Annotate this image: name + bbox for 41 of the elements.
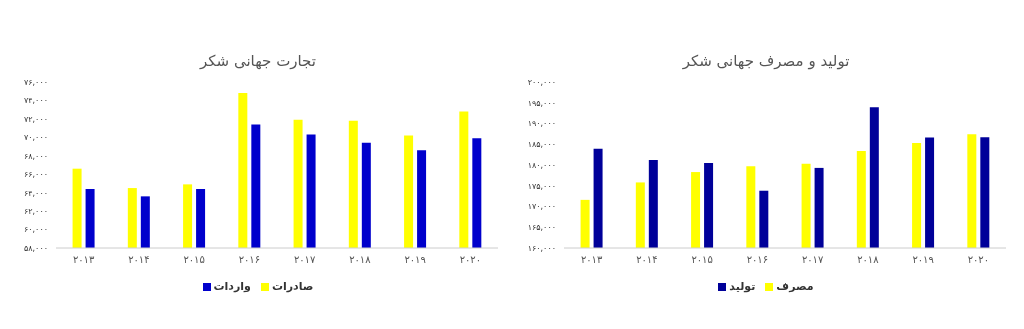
y-tick-label: ۱۷۰,۰۰۰ bbox=[527, 202, 556, 212]
y-tick-label: ۱۶۰,۰۰۰ bbox=[527, 243, 556, 253]
chart-title: تجارت جهانی شکر bbox=[198, 52, 317, 70]
x-tick-label: ۲۰۲۰ bbox=[967, 254, 990, 266]
y-tick-label: ۶۴,۰۰۰ bbox=[23, 188, 48, 198]
x-tick-label: ۲۰۱۵ bbox=[691, 254, 713, 266]
legend-label: واردات bbox=[213, 280, 251, 293]
x-tick-label: ۲۰۱۹ bbox=[404, 254, 426, 266]
y-tick-label: ۱۷۵,۰۰۰ bbox=[527, 181, 556, 191]
y-tick-label: ۶۰,۰۰۰ bbox=[23, 225, 48, 235]
y-tick-label: ۱۹۰,۰۰۰ bbox=[527, 119, 556, 129]
y-tick-label: ۱۸۵,۰۰۰ bbox=[527, 140, 556, 150]
legend-label: مصرف bbox=[776, 280, 814, 293]
x-tick-label: ۲۰۱۹ bbox=[912, 254, 934, 266]
x-tick-label: ۲۰۱۳ bbox=[72, 254, 95, 266]
chart-title: تولید و مصرف جهانی شکر bbox=[681, 52, 851, 70]
x-tick-label: ۲۰۱۸ bbox=[349, 254, 372, 266]
y-tick-label: ۶۶,۰۰۰ bbox=[23, 170, 48, 180]
y-tick-label: ۱۸۰,۰۰۰ bbox=[527, 160, 556, 170]
x-tick-label: ۲۰۱۵ bbox=[183, 254, 205, 266]
x-tick-label: ۲۰۱۷ bbox=[801, 254, 824, 266]
x-tick-label: ۲۰۱۴ bbox=[636, 254, 658, 266]
y-tick-label: ۱۶۵,۰۰۰ bbox=[527, 223, 556, 233]
y-tick-label: ۷۶,۰۰۰ bbox=[23, 77, 48, 87]
x-tick-label: ۲۰۱۴ bbox=[128, 254, 150, 266]
x-tick-label: ۲۰۱۶ bbox=[238, 254, 261, 266]
x-tick-label: ۲۰۱۳ bbox=[580, 254, 603, 266]
legend-label: صادرات bbox=[271, 280, 314, 293]
y-tick-label: ۶۲,۰۰۰ bbox=[23, 206, 48, 216]
legend-label: تولید bbox=[729, 280, 756, 293]
y-tick-label: ۵۸,۰۰۰ bbox=[23, 243, 48, 253]
x-tick-label: ۲۰۱۸ bbox=[857, 254, 880, 266]
x-tick-label: ۲۰۱۶ bbox=[746, 254, 769, 266]
x-tick-label: ۲۰۲۰ bbox=[459, 254, 482, 266]
y-tick-label: ۷۰,۰۰۰ bbox=[23, 133, 48, 143]
y-tick-label: ۷۴,۰۰۰ bbox=[23, 96, 48, 106]
x-tick-label: ۲۰۱۷ bbox=[293, 254, 316, 266]
y-tick-label: ۱۹۵,۰۰۰ bbox=[527, 98, 556, 108]
y-tick-label: ۶۸,۰۰۰ bbox=[23, 151, 48, 161]
y-tick-label: ۲۰۰,۰۰۰ bbox=[527, 77, 556, 87]
y-tick-label: ۷۲,۰۰۰ bbox=[23, 114, 48, 124]
